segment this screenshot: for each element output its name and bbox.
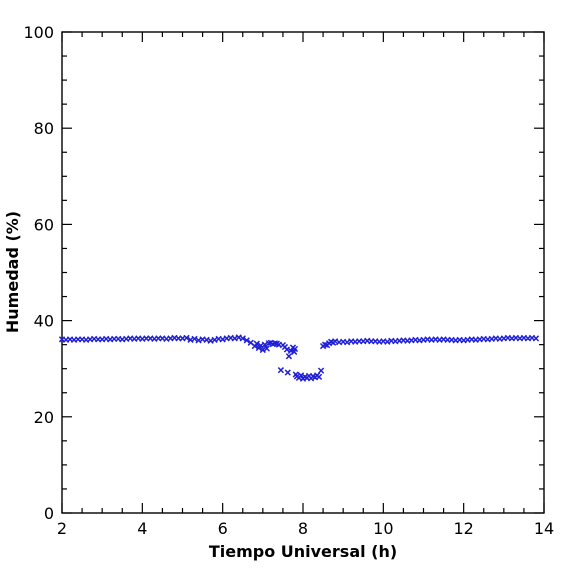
- x-tick-label: 14: [534, 519, 554, 538]
- data-point: [243, 337, 250, 344]
- data-point: [532, 335, 540, 342]
- data-point: [283, 346, 291, 353]
- data-point: [263, 345, 270, 352]
- y-tick-label: 40: [34, 312, 54, 331]
- y-tick-label: 100: [23, 23, 54, 42]
- data-point: [291, 345, 299, 353]
- y-axis-label: Humedad (%): [3, 211, 22, 333]
- data-point: [285, 353, 293, 360]
- plot-frame: [61, 31, 545, 514]
- data-point: [253, 340, 260, 347]
- data-point: [284, 369, 291, 376]
- x-tick-label: 8: [298, 519, 308, 538]
- data-point: [277, 367, 285, 374]
- data-point: [183, 334, 190, 342]
- data-point: [239, 335, 246, 342]
- y-tick-label: 60: [34, 215, 54, 234]
- data-point: [259, 346, 266, 354]
- x-tick-label: 6: [218, 519, 228, 538]
- axis-ticks: [61, 31, 545, 514]
- x-axis-label: Tiempo Universal (h): [209, 542, 397, 561]
- data-point: [191, 335, 198, 343]
- x-tick-label: 4: [137, 519, 147, 538]
- y-tick-labels: 0 20 40 60 80 100: [23, 23, 54, 523]
- y-tick-label: 80: [34, 119, 54, 138]
- y-tick-label: 20: [34, 408, 54, 427]
- data-point: [317, 367, 325, 374]
- x-tick-labels: 2 4 6 8 10 12 14: [57, 519, 554, 538]
- data-points: [58, 334, 540, 382]
- data-point: [261, 341, 268, 348]
- x-tick-label: 12: [453, 519, 473, 538]
- data-point: [297, 372, 305, 379]
- x-tick-label: 2: [57, 519, 67, 538]
- y-tick-label: 0: [44, 504, 54, 523]
- data-point: [315, 373, 323, 381]
- x-tick-label: 10: [373, 519, 393, 538]
